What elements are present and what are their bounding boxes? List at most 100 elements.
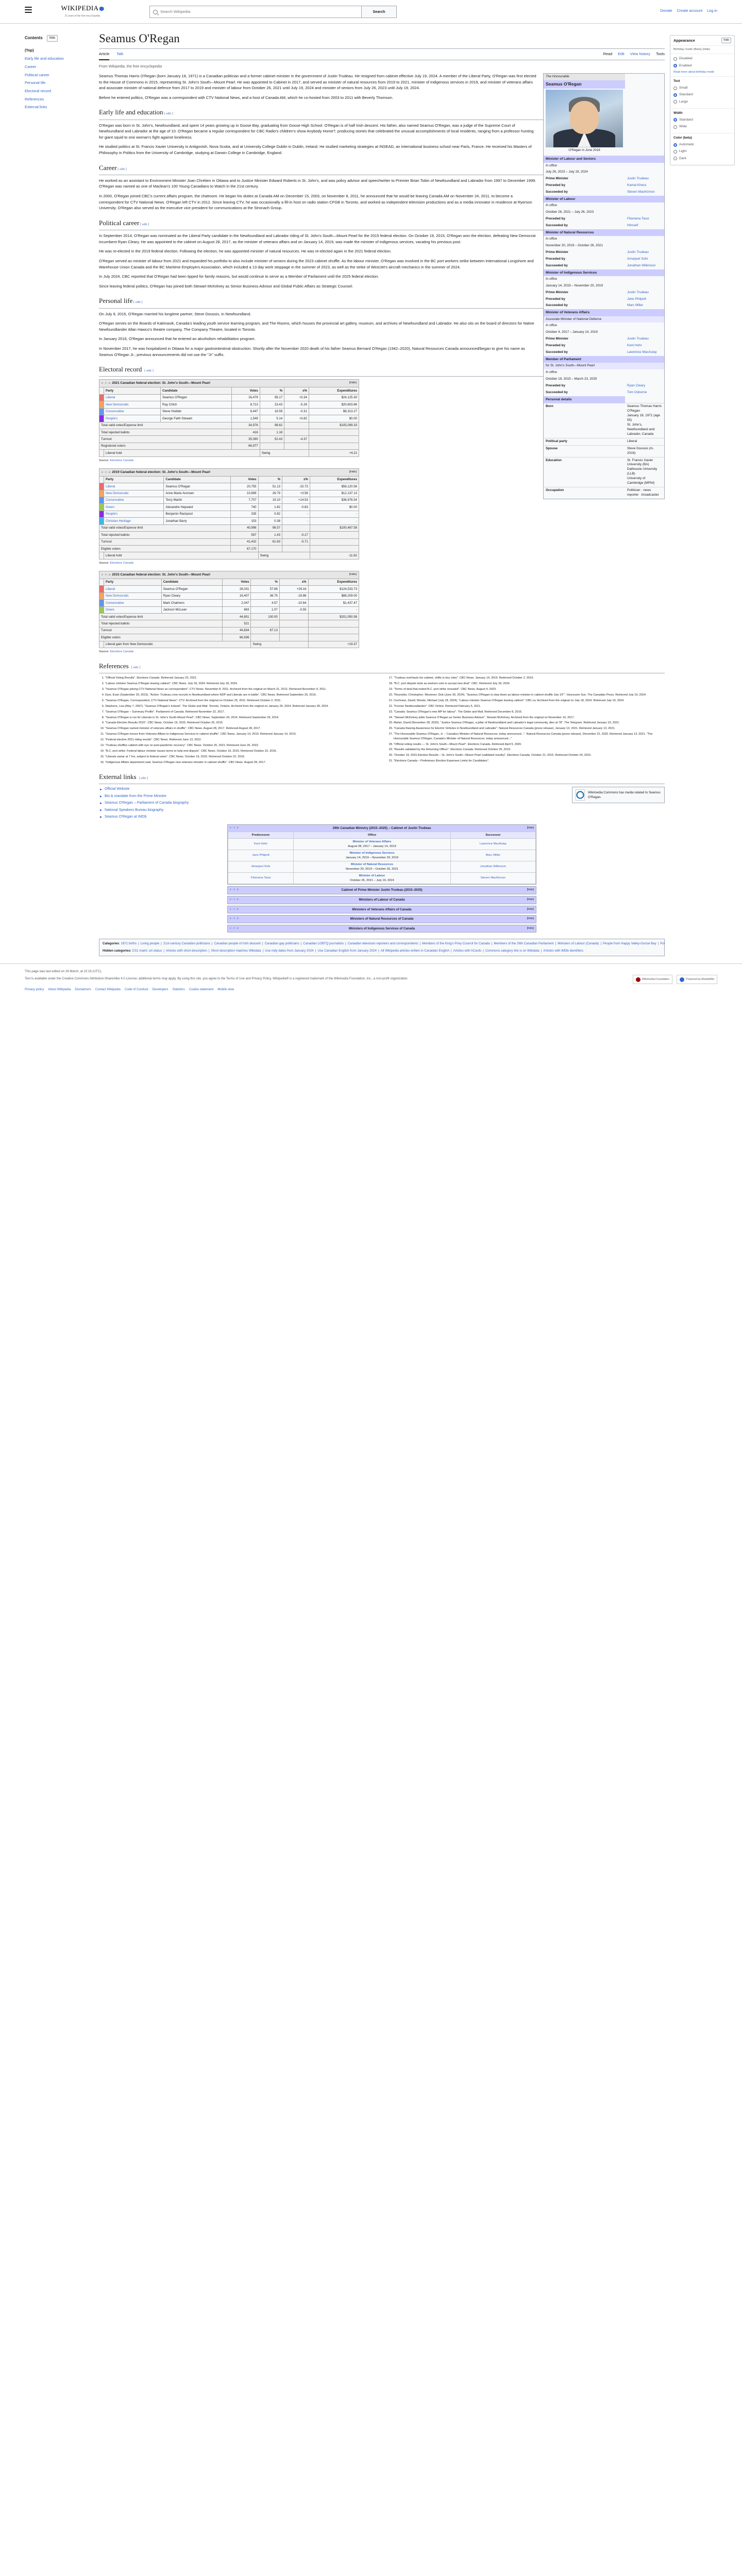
category-link[interactable]: 21st-century Canadian politicians: [163, 942, 210, 946]
category-link[interactable]: Ministers of Labour (Canada): [558, 942, 599, 946]
footer-link[interactable]: Disclaimers: [75, 988, 91, 992]
birthday-enabled-option[interactable]: Enabled: [673, 63, 731, 69]
infobox-field-link[interactable]: Amarjeet Sohi: [627, 257, 648, 261]
toc-item-external-links[interactable]: External links: [25, 103, 93, 111]
successor-link[interactable]: Steven MacKinnon: [480, 876, 506, 880]
source-link[interactable]: Elections Canada: [110, 650, 134, 654]
category-link[interactable]: 1971 births: [121, 942, 137, 946]
text-size-standard[interactable]: Standard: [673, 92, 731, 97]
toc-item-early-life-and-education[interactable]: Early life and education: [25, 55, 93, 63]
category-link[interactable]: Canadian television reporters and corres…: [347, 942, 418, 946]
external-link[interactable]: Seamus O'Regan – Parliament of Canada bi…: [105, 801, 189, 805]
hidden-category-link[interactable]: Use mdy dates from January 2024: [265, 948, 314, 953]
table-vte-links[interactable]: v · t · e: [102, 470, 111, 474]
source-link[interactable]: Elections Canada: [110, 459, 134, 462]
infobox-field-link[interactable]: Justin Trudeau: [627, 177, 649, 181]
toc-item-personal-life[interactable]: Personal life: [25, 79, 93, 87]
hidden-category-link[interactable]: Articles with short description: [165, 948, 207, 953]
category-link[interactable]: People from Happy Valley-Goose Bay: [602, 942, 656, 946]
toc-item-references[interactable]: References: [25, 95, 93, 103]
external-link[interactable]: Bio & mandate from the Prime Minister: [105, 794, 167, 798]
category-link[interactable]: Canadian people of Irish descent: [214, 942, 261, 946]
text-size-small[interactable]: Small: [673, 86, 731, 91]
hidden-category-link[interactable]: Short description matches Wikidata: [211, 948, 261, 953]
infobox-field-link[interactable]: Steven MacKinnon: [627, 190, 655, 194]
category-link[interactable]: Canadian gay politicians: [264, 942, 299, 946]
hidden-category-link[interactable]: Use Canadian English from January 2024: [317, 948, 377, 953]
edit-link[interactable]: edit: [135, 300, 141, 304]
party-link[interactable]: New Democratic: [106, 402, 129, 406]
external-link[interactable]: Seamus O'Regan at IMDb: [105, 815, 147, 819]
search-input[interactable]: Search Wikipedia: [150, 6, 361, 18]
navbox-hide-link[interactable]: [hide]: [527, 888, 534, 892]
collapsed-navbox-bar[interactable]: v · t · e Cabinet of Prime Minister Justi…: [228, 887, 536, 894]
edit-link[interactable]: edit: [146, 369, 152, 373]
infobox-field-link[interactable]: Kamal Khera: [627, 183, 646, 188]
tab-article[interactable]: Article: [99, 51, 110, 60]
tab-edit[interactable]: Edit: [618, 52, 625, 57]
party-link[interactable]: Liberal: [106, 484, 115, 488]
color-automatic[interactable]: Automatic: [673, 142, 731, 147]
navbox-vte-links[interactable]: v · t · e: [230, 888, 239, 892]
mediawiki-badge[interactable]: Powered by MediaWiki: [677, 975, 717, 985]
appearance-hide-button[interactable]: hide: [721, 38, 731, 43]
hidden-category-link[interactable]: Articles with IMDb identifiers: [543, 948, 584, 953]
table-hide-link[interactable]: [hide]: [349, 470, 357, 473]
text-size-large[interactable]: Large: [673, 99, 731, 105]
toc-hide-button[interactable]: hide: [46, 35, 58, 42]
tab-read[interactable]: Read: [603, 52, 613, 57]
source-link[interactable]: Elections Canada: [110, 561, 134, 565]
search-button[interactable]: Search: [361, 6, 396, 18]
hidden-category-link[interactable]: Commons category link is on Wikidata: [485, 948, 539, 953]
party-link[interactable]: Green: [106, 608, 114, 612]
predecessor-link[interactable]: Amarjeet Sohi: [251, 865, 271, 869]
table-vte-links[interactable]: v · t · e: [102, 573, 111, 577]
toc-item-electoral-record[interactable]: Electoral record: [25, 87, 93, 95]
party-link[interactable]: New Democratic: [106, 594, 129, 598]
category-link[interactable]: Members of the King's Privy Council for …: [422, 942, 490, 946]
infobox-field-link[interactable]: Ryan Cleary: [627, 383, 646, 387]
navbox-hide-link[interactable]: [hide]: [527, 926, 534, 930]
toc-item-top[interactable]: (Top): [25, 46, 93, 55]
tools-menu[interactable]: Tools: [655, 52, 665, 57]
category-link[interactable]: Canadian LGBTQ journalists: [303, 942, 344, 946]
color-light[interactable]: Light: [673, 149, 731, 154]
search-box[interactable]: Search Wikipedia Search: [149, 6, 397, 18]
office-link[interactable]: Minister of Indigenous Services: [349, 851, 395, 855]
party-link[interactable]: Christian Heritage: [106, 519, 131, 523]
external-link[interactable]: Official Website: [105, 787, 130, 791]
hidden-category-link[interactable]: All Wikipedia articles written in Canadi…: [380, 948, 449, 953]
footer-link[interactable]: Privacy policy: [25, 988, 44, 992]
navbox-hide-link[interactable]: [hide]: [527, 826, 534, 829]
navbox-hide-link[interactable]: [hide]: [527, 907, 534, 911]
infobox-field-link[interactable]: Filomena Tassi: [627, 217, 649, 221]
login-link[interactable]: Log in: [707, 8, 717, 13]
footer-link[interactable]: Cookie statement: [189, 988, 214, 992]
party-link[interactable]: People's: [106, 416, 118, 420]
wikipedia-logo[interactable]: WIKIPEDIA 25 years of the free encyclope…: [52, 3, 113, 18]
hidden-category-link[interactable]: CS1 maint: url-status: [132, 948, 162, 953]
navbox-hide-link[interactable]: [hide]: [527, 897, 534, 901]
footer-link[interactable]: About Wikipedia: [48, 988, 71, 992]
office-link[interactable]: Minister of Veterans Affairs: [352, 840, 392, 843]
edit-link[interactable]: edit: [142, 222, 147, 226]
navbox-hide-link[interactable]: [hide]: [527, 917, 534, 921]
predecessor-link[interactable]: Filomena Tassi: [250, 876, 271, 880]
color-dark[interactable]: Dark: [673, 156, 731, 161]
party-link[interactable]: Liberal: [106, 396, 115, 400]
party-link[interactable]: Conservative: [106, 601, 124, 605]
toc-item-political-career[interactable]: Political career: [25, 71, 93, 79]
infobox-field-link[interactable]: Himself: [627, 223, 638, 227]
party-link[interactable]: Conservative: [106, 410, 124, 414]
navbox-vte-links[interactable]: v · t · e: [230, 917, 239, 921]
birthday-disabled-option[interactable]: Disabled: [673, 56, 731, 61]
collapsed-navbox-bar[interactable]: v · t · e Ministers of Indigenous Service…: [228, 925, 536, 933]
party-link[interactable]: Conservative: [106, 498, 124, 502]
navbox-vte-links[interactable]: v · t · e: [230, 826, 239, 829]
navbox-vte-links[interactable]: v · t · e: [230, 897, 239, 901]
navbox-vte-links[interactable]: v · t · e: [230, 907, 239, 911]
footer-link[interactable]: Mobile view: [217, 988, 234, 992]
footer-link[interactable]: Code of Conduct: [124, 988, 148, 992]
edit-link[interactable]: edit: [120, 167, 125, 171]
tab-talk[interactable]: Talk: [116, 52, 124, 57]
